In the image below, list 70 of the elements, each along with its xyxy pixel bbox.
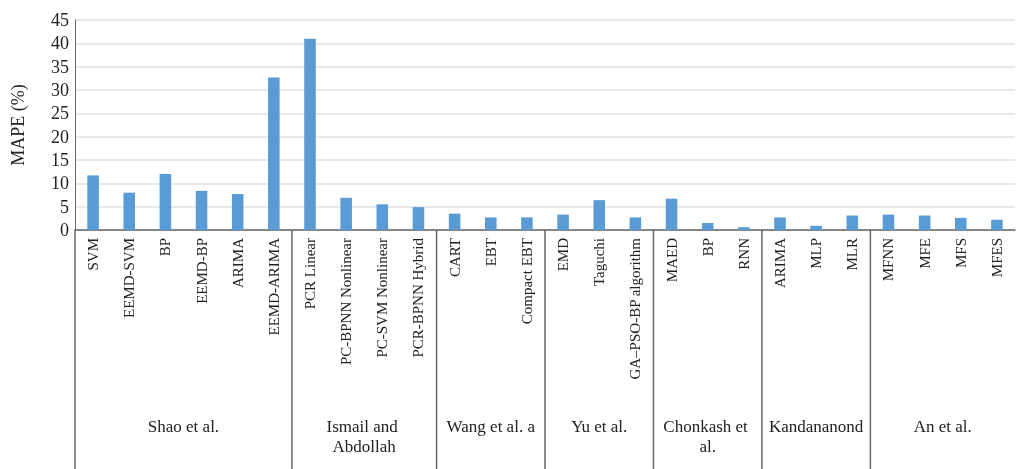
x-tick-label: PCR Linear bbox=[302, 238, 318, 310]
bar bbox=[87, 175, 99, 230]
bar bbox=[810, 225, 822, 230]
bar bbox=[774, 217, 786, 230]
x-tick-label: MLR bbox=[844, 238, 861, 271]
y-tick-label: 0 bbox=[60, 220, 69, 240]
bar bbox=[593, 200, 606, 230]
bar bbox=[846, 215, 859, 230]
x-tick-label: MFS bbox=[952, 238, 969, 269]
bar bbox=[484, 217, 497, 230]
bar bbox=[882, 214, 895, 230]
bar bbox=[701, 223, 714, 230]
text: Kandananond bbox=[768, 416, 864, 436]
y-tick-label: 40 bbox=[51, 33, 69, 54]
x-tick-label: PC-BPNN Nonlinear bbox=[338, 238, 355, 366]
x-tick-label: ARIMA bbox=[229, 237, 246, 289]
bar bbox=[159, 174, 172, 230]
x-tick-label: MFE bbox=[916, 238, 933, 269]
text: An et al. bbox=[913, 416, 972, 436]
bar bbox=[521, 217, 533, 230]
bar bbox=[665, 198, 678, 230]
y-tick-label: 35 bbox=[51, 56, 69, 77]
x-tick-label: GA–PSO-BP algorithm bbox=[627, 237, 644, 380]
y-tick-label: 30 bbox=[51, 80, 69, 100]
x-tick-label: MFES bbox=[988, 238, 1005, 278]
text: Yu et al. bbox=[571, 416, 628, 436]
x-tick-label: EEMD-ARIMA bbox=[265, 237, 282, 336]
bar bbox=[918, 215, 931, 230]
bar bbox=[304, 38, 316, 230]
bar bbox=[195, 190, 208, 230]
x-tick-label: Taguchi bbox=[591, 238, 608, 287]
bar bbox=[629, 217, 642, 230]
y-tick-label: 15 bbox=[51, 150, 69, 170]
x-tick-label: SVM bbox=[85, 238, 102, 271]
x-tick-label: PCR-BPNN Hybrid bbox=[410, 237, 427, 358]
x-tick-label: MAED bbox=[663, 237, 680, 283]
bar bbox=[738, 227, 750, 230]
y-tick-label: 20 bbox=[51, 126, 69, 147]
text: Shao et al. bbox=[147, 416, 220, 436]
bar bbox=[340, 197, 352, 230]
x-tick-label: RNN bbox=[735, 237, 752, 270]
x-tick-label: PC-SVM Nonlinear bbox=[374, 238, 391, 358]
x-tick-label: ARIMA bbox=[772, 237, 788, 289]
bar bbox=[448, 213, 461, 230]
x-tick-label: EBT bbox=[482, 238, 499, 267]
x-tick-label: EMD bbox=[555, 237, 572, 272]
x-tick-label: EEMD-BP bbox=[193, 238, 210, 304]
y-tick-label: 25 bbox=[51, 103, 69, 124]
bar bbox=[557, 214, 569, 230]
x-tick-label: MFNN bbox=[880, 237, 897, 282]
text: Chonkash et al. bbox=[663, 416, 753, 456]
y-axis-title: MAPE (%) bbox=[8, 84, 29, 166]
x-tick-label: Compact EBT bbox=[518, 238, 535, 325]
bar bbox=[268, 77, 280, 230]
x-tick-label: CART bbox=[446, 238, 463, 278]
x-tick-label: BP bbox=[699, 238, 716, 257]
y-tick-label: 5 bbox=[60, 196, 69, 217]
text: Wang et al. a bbox=[446, 416, 536, 436]
bar bbox=[954, 217, 967, 230]
bar bbox=[991, 219, 1003, 230]
bar bbox=[123, 192, 136, 230]
y-tick-label: 10 bbox=[51, 173, 69, 194]
bar bbox=[376, 204, 389, 230]
x-tick-label: BP bbox=[157, 238, 174, 257]
bar bbox=[412, 207, 425, 230]
x-tick-label: MLP bbox=[808, 238, 825, 269]
x-tick-label: EEMD-SVM bbox=[121, 238, 138, 319]
y-tick-label: 45 bbox=[51, 10, 69, 30]
bar bbox=[231, 194, 244, 230]
text: Ismail and Abdollah bbox=[326, 416, 402, 456]
